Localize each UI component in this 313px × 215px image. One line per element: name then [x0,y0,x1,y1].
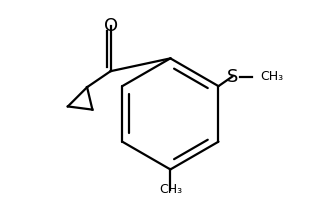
Text: O: O [104,17,118,35]
Text: CH₃: CH₃ [260,70,283,83]
Text: S: S [227,68,238,86]
Text: CH₃: CH₃ [159,183,182,196]
